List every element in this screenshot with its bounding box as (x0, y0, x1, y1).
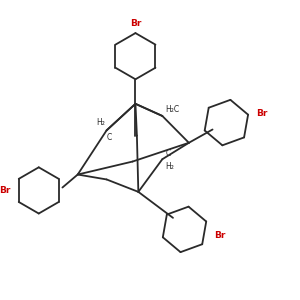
Text: C: C (106, 133, 112, 142)
Text: Br: Br (130, 19, 141, 28)
Text: Br: Br (256, 110, 267, 118)
Text: C: C (165, 149, 170, 158)
Text: Br: Br (214, 231, 225, 240)
Text: Br: Br (0, 186, 11, 195)
Text: H₂C: H₂C (165, 106, 179, 115)
Text: H₂: H₂ (165, 161, 174, 170)
Text: H₂: H₂ (96, 118, 105, 127)
